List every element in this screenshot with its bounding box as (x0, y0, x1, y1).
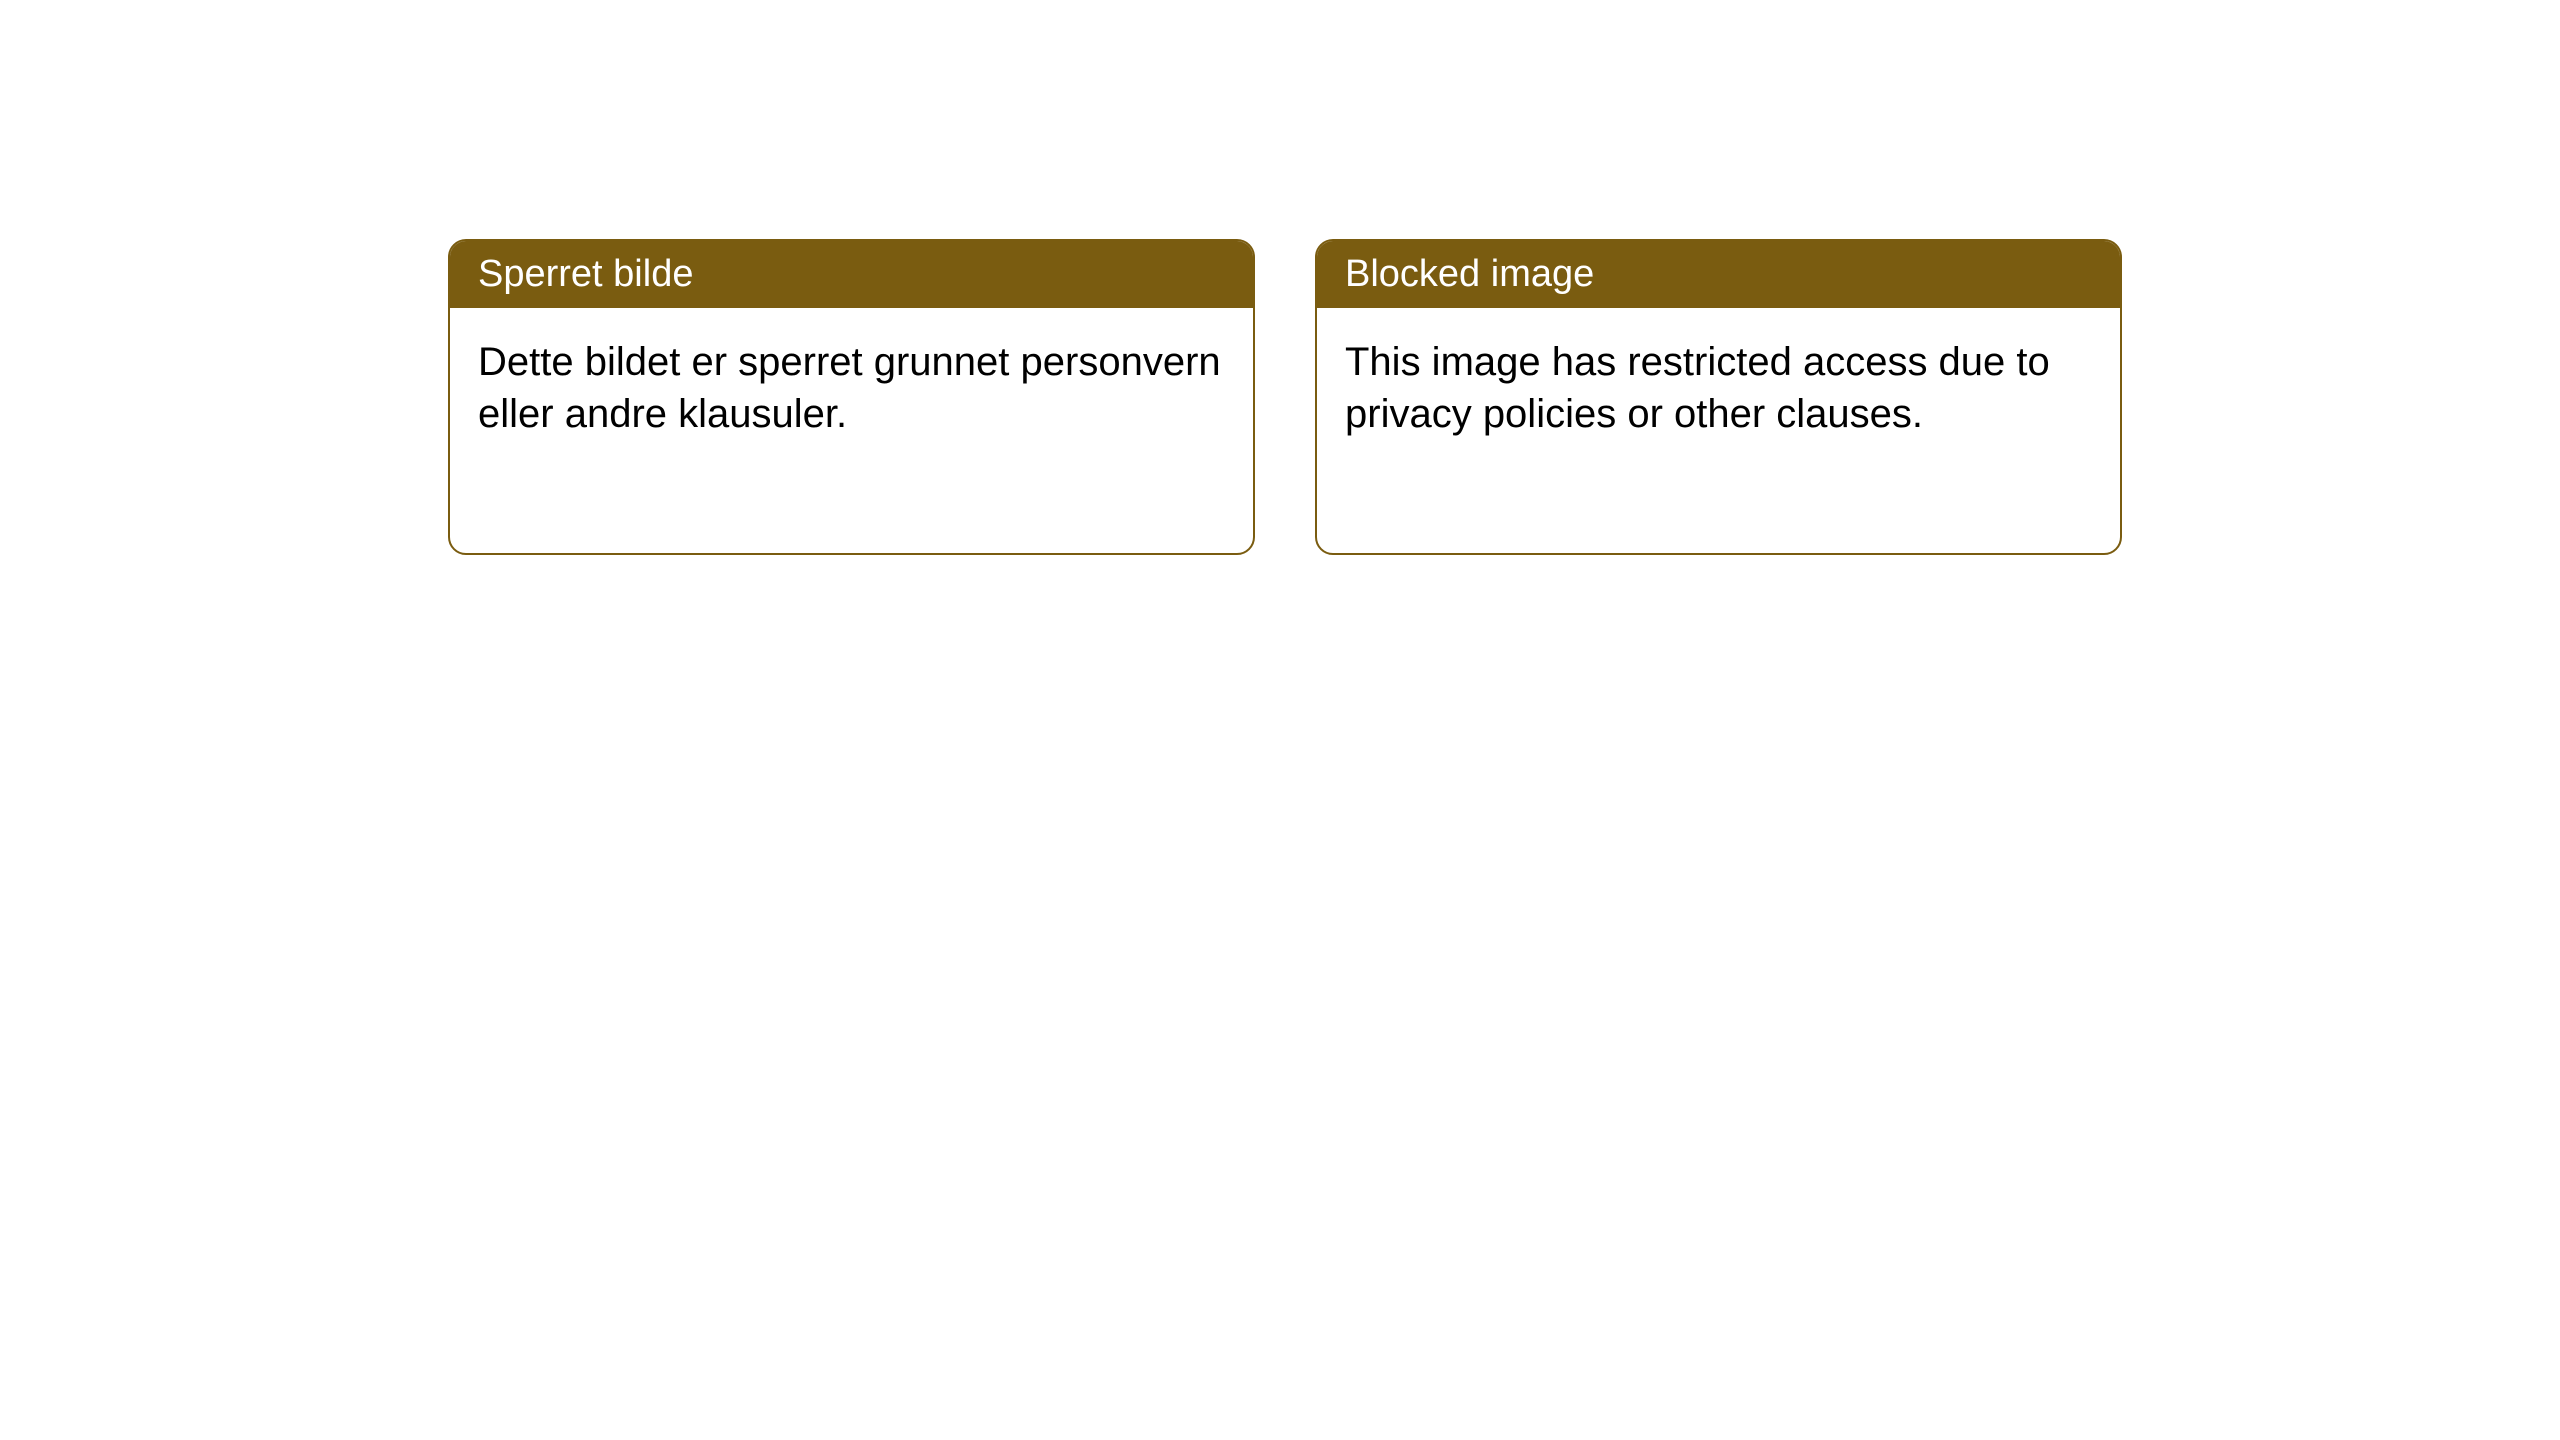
notice-card-norwegian: Sperret bilde Dette bildet er sperret gr… (448, 239, 1255, 555)
card-body-text: Dette bildet er sperret grunnet personve… (478, 340, 1221, 436)
notice-card-english: Blocked image This image has restricted … (1315, 239, 2122, 555)
notice-cards-container: Sperret bilde Dette bildet er sperret gr… (0, 0, 2560, 555)
card-body: This image has restricted access due to … (1317, 308, 2120, 553)
card-title: Blocked image (1345, 253, 1594, 295)
card-body: Dette bildet er sperret grunnet personve… (450, 308, 1253, 553)
card-title: Sperret bilde (478, 253, 693, 295)
card-body-text: This image has restricted access due to … (1345, 340, 2050, 436)
card-header: Sperret bilde (450, 241, 1253, 308)
card-header: Blocked image (1317, 241, 2120, 308)
